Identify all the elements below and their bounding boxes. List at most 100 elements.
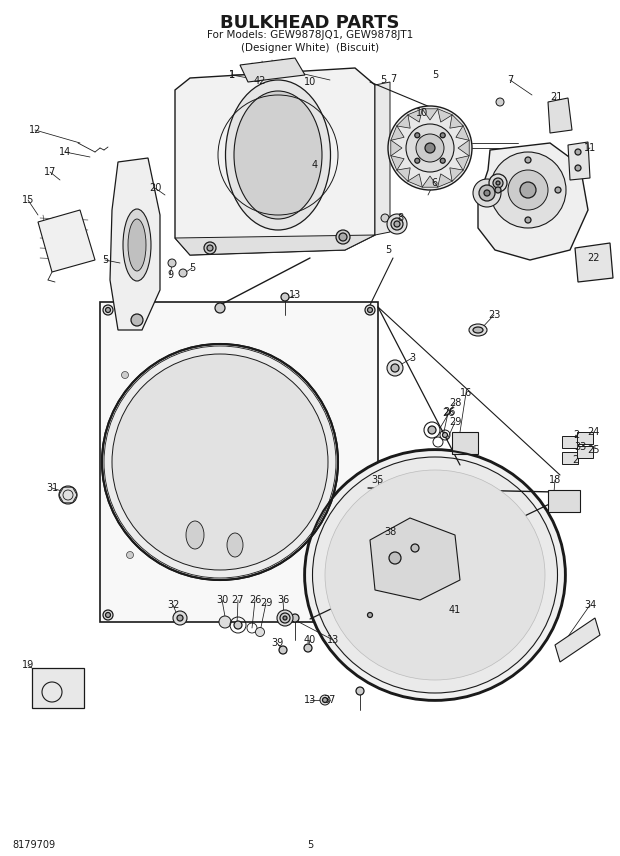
Text: 5: 5 bbox=[102, 255, 108, 265]
Ellipse shape bbox=[234, 91, 322, 219]
Polygon shape bbox=[555, 618, 600, 662]
Text: 20: 20 bbox=[149, 183, 161, 193]
Text: For Models: GEW9878JQ1, GEW9878JT1: For Models: GEW9878JQ1, GEW9878JT1 bbox=[207, 30, 413, 40]
Circle shape bbox=[112, 354, 328, 570]
Circle shape bbox=[177, 615, 183, 621]
Circle shape bbox=[179, 269, 187, 277]
Text: 14: 14 bbox=[59, 147, 71, 157]
Circle shape bbox=[368, 613, 373, 617]
Bar bbox=[100, 302, 378, 622]
Circle shape bbox=[102, 344, 338, 580]
Text: 1: 1 bbox=[229, 70, 235, 80]
Text: 36: 36 bbox=[277, 595, 289, 605]
Circle shape bbox=[391, 364, 399, 372]
Circle shape bbox=[394, 221, 400, 227]
Circle shape bbox=[406, 124, 454, 172]
Text: 25: 25 bbox=[588, 445, 600, 455]
Polygon shape bbox=[397, 115, 410, 128]
Text: 39: 39 bbox=[271, 638, 283, 648]
Circle shape bbox=[219, 616, 231, 628]
Circle shape bbox=[381, 214, 389, 222]
Polygon shape bbox=[478, 143, 588, 260]
Circle shape bbox=[168, 259, 176, 267]
Circle shape bbox=[425, 143, 435, 153]
Circle shape bbox=[336, 230, 350, 244]
Circle shape bbox=[388, 106, 472, 190]
Bar bbox=[577, 432, 593, 444]
Polygon shape bbox=[370, 518, 460, 600]
Text: 2: 2 bbox=[572, 455, 578, 465]
Polygon shape bbox=[391, 126, 404, 140]
Polygon shape bbox=[456, 126, 469, 140]
Polygon shape bbox=[175, 235, 375, 255]
Text: 8179709: 8179709 bbox=[12, 840, 55, 850]
Polygon shape bbox=[375, 82, 390, 235]
Ellipse shape bbox=[312, 457, 557, 693]
Polygon shape bbox=[110, 158, 160, 330]
Circle shape bbox=[493, 178, 503, 188]
Ellipse shape bbox=[128, 219, 146, 271]
Text: 26: 26 bbox=[249, 595, 261, 605]
Circle shape bbox=[428, 426, 436, 434]
Circle shape bbox=[389, 552, 401, 564]
Circle shape bbox=[508, 170, 548, 210]
Circle shape bbox=[496, 181, 500, 185]
Text: 11: 11 bbox=[584, 143, 596, 153]
Circle shape bbox=[484, 190, 490, 196]
Text: 5: 5 bbox=[385, 245, 391, 255]
Circle shape bbox=[473, 179, 501, 207]
Circle shape bbox=[575, 165, 581, 171]
Circle shape bbox=[391, 218, 403, 230]
Polygon shape bbox=[458, 140, 469, 156]
Circle shape bbox=[368, 307, 373, 312]
Polygon shape bbox=[408, 174, 422, 187]
Text: 9: 9 bbox=[167, 270, 173, 280]
Circle shape bbox=[277, 610, 293, 626]
Text: 38: 38 bbox=[384, 527, 396, 537]
Text: 31: 31 bbox=[46, 483, 58, 493]
Text: 37: 37 bbox=[324, 695, 336, 705]
Circle shape bbox=[291, 614, 299, 622]
Circle shape bbox=[280, 613, 290, 623]
Text: 5: 5 bbox=[189, 263, 195, 273]
Bar bbox=[562, 436, 578, 448]
Text: 5: 5 bbox=[307, 840, 313, 850]
Polygon shape bbox=[438, 174, 453, 187]
Circle shape bbox=[495, 187, 501, 193]
Circle shape bbox=[443, 432, 448, 437]
Ellipse shape bbox=[469, 324, 487, 336]
Text: 27: 27 bbox=[232, 595, 244, 605]
Circle shape bbox=[339, 233, 347, 241]
Circle shape bbox=[415, 158, 420, 163]
Text: 26: 26 bbox=[442, 408, 454, 418]
Ellipse shape bbox=[226, 80, 330, 230]
Circle shape bbox=[387, 214, 407, 234]
Text: 40: 40 bbox=[304, 635, 316, 645]
Bar bbox=[548, 490, 580, 512]
Circle shape bbox=[304, 644, 312, 652]
Text: 1: 1 bbox=[229, 70, 235, 80]
Text: 15: 15 bbox=[22, 195, 34, 205]
Circle shape bbox=[555, 187, 561, 193]
Circle shape bbox=[416, 134, 444, 162]
Text: (Designer White)  (Biscuit): (Designer White) (Biscuit) bbox=[241, 43, 379, 53]
Circle shape bbox=[279, 646, 287, 654]
Text: 5: 5 bbox=[432, 70, 438, 80]
Text: 13: 13 bbox=[327, 635, 339, 645]
Text: 18: 18 bbox=[549, 475, 561, 485]
Text: 42: 42 bbox=[254, 76, 266, 86]
Text: 30: 30 bbox=[216, 595, 228, 605]
Text: 32: 32 bbox=[167, 600, 179, 610]
Text: 26: 26 bbox=[443, 407, 455, 417]
Bar bbox=[452, 432, 478, 454]
Text: 21: 21 bbox=[550, 92, 562, 102]
Ellipse shape bbox=[325, 470, 545, 680]
Ellipse shape bbox=[186, 521, 204, 549]
Polygon shape bbox=[391, 156, 404, 170]
Circle shape bbox=[520, 182, 536, 198]
Circle shape bbox=[281, 293, 289, 301]
Bar bbox=[32, 668, 84, 708]
Circle shape bbox=[365, 610, 375, 620]
Circle shape bbox=[122, 372, 128, 378]
Circle shape bbox=[204, 242, 216, 254]
